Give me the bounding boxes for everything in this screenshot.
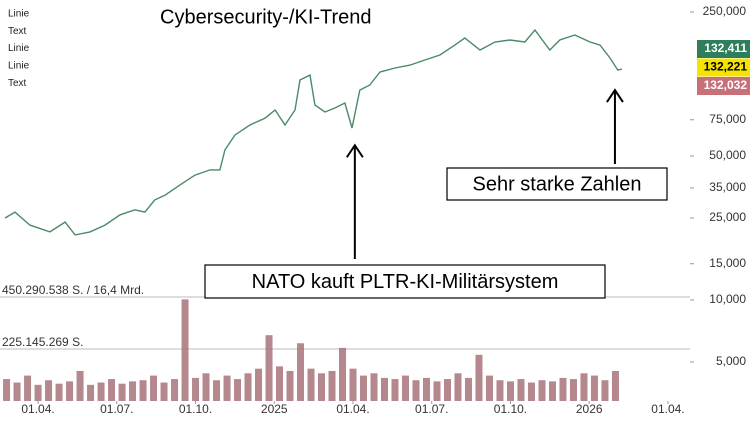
legend-label: Text [8,26,27,37]
volume-bar [380,377,388,401]
x-tick-label: 01.04. [21,402,54,416]
volume-bar [391,379,399,401]
volume-bar [548,381,556,401]
volume-bar [234,379,242,401]
volume-bar [202,373,210,401]
y-tick-label: 35,000 [709,180,746,194]
volume-bar [66,381,74,401]
volume-bar [160,382,168,401]
volume-bar [360,375,368,401]
volume-bar [590,375,598,401]
legend-label: Linie [8,9,30,20]
volume-bar [580,373,588,401]
volume-bar [192,377,200,401]
volume-bar [34,384,42,401]
volume-bar [129,381,137,401]
volume-bar [496,380,504,401]
volume-bar [475,354,483,401]
volume-bar [401,375,409,401]
volume-bar [118,383,126,401]
volume-bar [171,379,179,401]
y-tick-label: 250,000 [703,4,747,18]
volume-bar [223,375,231,401]
volume-bar [349,368,357,401]
volume-bar [307,368,315,401]
y-tick-label: 5,000 [716,354,746,368]
volume-bar [506,381,514,401]
volume-bar [97,382,105,401]
x-tick-label: 2025 [261,402,288,416]
volume-bar [328,370,336,401]
legend-label: Linie [8,43,30,54]
volume-bar [601,380,609,401]
x-tick-label: 01.10. [494,402,527,416]
price-tag [697,77,750,95]
volume-bar [87,384,95,401]
volume-tick-label: 225.145.269 S. [2,335,83,349]
volume-bar [286,370,294,401]
annotation-text: NATO kauft PLTR-KI-Militärsystem [252,271,559,293]
volume-bar [422,377,430,401]
volume-bar [45,380,53,401]
volume-bar [464,377,472,401]
volume-bar [3,379,11,401]
volume-bar [538,380,546,401]
x-tick-label: 01.04. [651,402,684,416]
volume-bar [150,375,158,401]
volume-bar [517,379,525,401]
volume-bar [443,379,451,401]
price-line [4,28,623,236]
x-tick-label: 01.04. [336,402,369,416]
chart-title: Cybersecurity-/KI-Trend [160,6,372,28]
annotation-box [204,264,606,299]
volume-bar [13,382,21,401]
volume-bar [559,377,567,401]
volume-bar [255,368,263,401]
annotation-box [446,167,668,201]
volume-bar [339,347,347,401]
legend-label: Text [8,78,27,89]
y-tick-label: 75,000 [709,112,746,126]
volume-bar [108,379,116,401]
arrow-head [606,88,624,103]
volume-bar [181,299,189,401]
volume-bar [485,375,493,401]
volume-bar [611,370,619,401]
volume-bar [139,380,147,401]
volume-bar [55,383,63,401]
legend-label: Linie [8,61,30,72]
y-tick-label: 25,000 [709,210,746,224]
annotation-text: Sehr starke Zahlen [473,173,642,195]
price-tag-label: 132,032 [704,78,748,92]
volume-bar [412,380,420,401]
price-tag-label: 132,221 [704,60,748,74]
price-tag [697,58,750,77]
price-tag-label: 132,411 [704,41,747,55]
volume-bar [433,381,441,401]
y-tick-label: 50,000 [709,148,746,162]
x-tick-label: 2026 [576,402,603,416]
volume-bar [265,335,273,401]
volume-bar [24,375,32,401]
y-tick-label: 15,000 [709,256,746,270]
volume-bar [454,373,462,401]
volume-bar [569,379,577,401]
y-tick-label: 10,000 [709,292,746,306]
volume-bar [276,366,284,401]
volume-bar [244,373,252,401]
volume-bar [370,373,378,401]
volume-bar [76,370,84,401]
x-tick-label: 01.07. [415,402,448,416]
price-tag [697,40,750,58]
volume-bar [297,343,305,401]
arrow-head [346,143,364,158]
volume-bar [318,373,326,401]
x-tick-label: 01.10. [179,402,212,416]
volume-bar [527,382,535,401]
volume-tick-label: 450.290.538 S. / 16,4 Mrd. [2,283,144,297]
volume-bar [213,380,221,401]
x-tick-label: 01.07. [100,402,133,416]
